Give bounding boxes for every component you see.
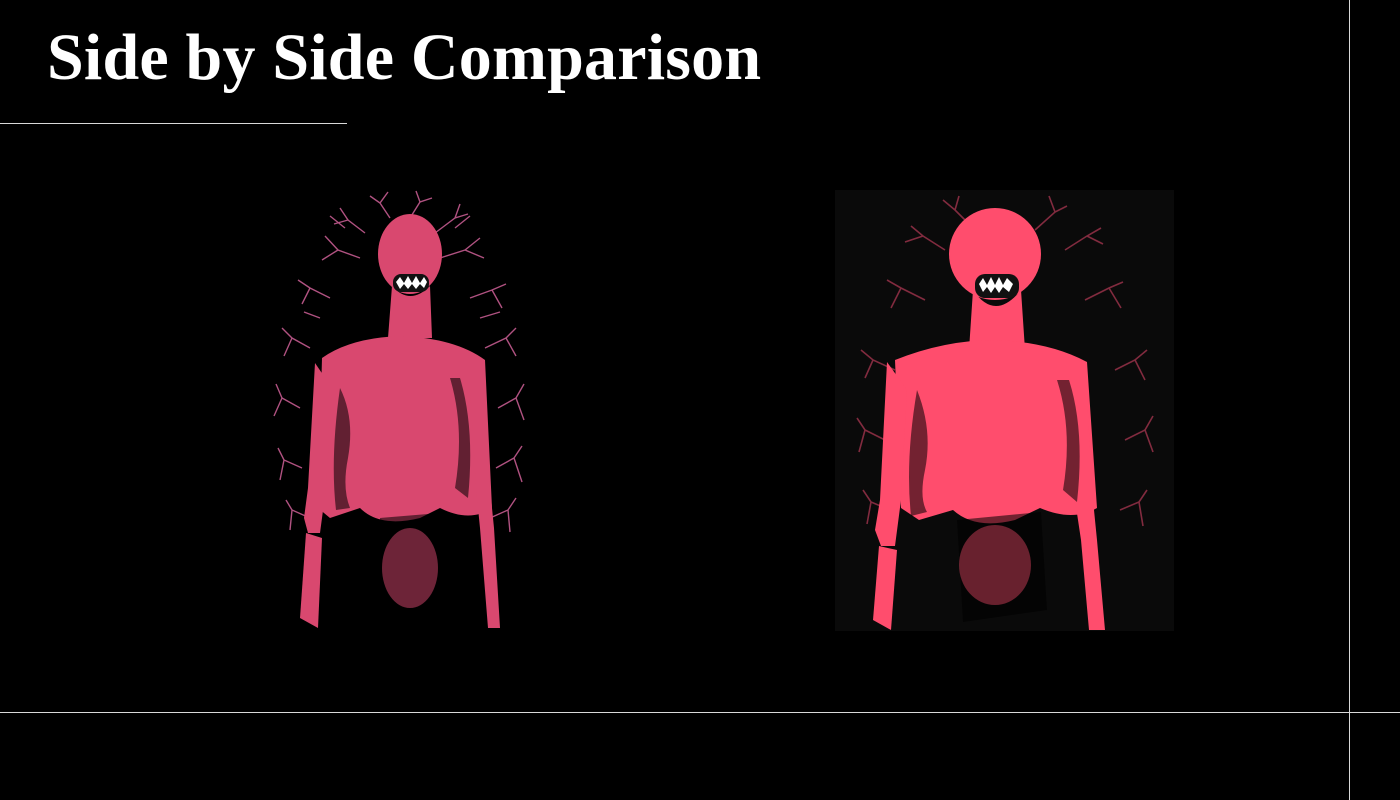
title-underline: [0, 123, 347, 124]
slide-title: Side by Side Comparison: [47, 21, 762, 94]
right-edge-divider: [1349, 0, 1350, 800]
left-figure-image: [270, 188, 530, 633]
footer-divider: [0, 712, 1400, 713]
right-figure-image: [835, 190, 1174, 631]
